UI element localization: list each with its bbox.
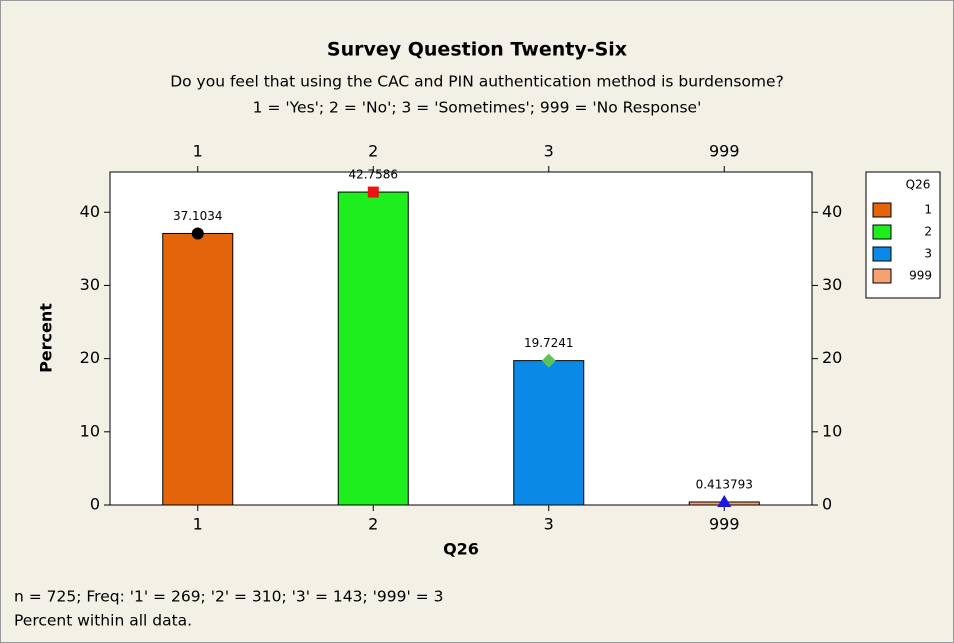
bar bbox=[513, 360, 585, 506]
subtitle: 1 = 'Yes'; 2 = 'No'; 3 = 'Sometimes'; 99… bbox=[253, 99, 702, 117]
x2-tick-label: 1 bbox=[193, 142, 203, 161]
legend-label: 2 bbox=[924, 225, 932, 239]
marker bbox=[191, 227, 204, 240]
x-tick-label: 1 bbox=[193, 515, 203, 534]
y-axis-label: Percent bbox=[37, 303, 56, 373]
legend-label: 1 bbox=[924, 203, 932, 217]
bar bbox=[162, 232, 234, 506]
y2-tick-label: 40 bbox=[822, 202, 842, 221]
data-label: 42.7586 bbox=[348, 168, 398, 182]
x2-tick-label: 999 bbox=[709, 142, 740, 161]
data-label: 37.1034 bbox=[173, 209, 223, 223]
footnote: n = 725; Freq: '1' = 269; '2' = 310; '3'… bbox=[14, 588, 443, 606]
marker bbox=[541, 353, 556, 368]
legend-label: 3 bbox=[924, 247, 932, 261]
legend-swatch bbox=[872, 246, 892, 262]
y2-tick-label: 20 bbox=[822, 348, 842, 367]
subtitle: Do you feel that using the CAC and PIN a… bbox=[170, 73, 784, 91]
y-tick-label: 10 bbox=[80, 421, 100, 440]
marker bbox=[717, 494, 732, 507]
legend-swatch bbox=[872, 202, 892, 218]
y2-tick-label: 0 bbox=[822, 495, 832, 514]
legend-title: Q26 bbox=[906, 178, 931, 192]
y2-tick-label: 30 bbox=[822, 275, 842, 294]
x-axis-label: Q26 bbox=[443, 540, 479, 559]
legend-label: 999 bbox=[909, 269, 932, 283]
y-tick-label: 20 bbox=[80, 348, 100, 367]
legend-swatch bbox=[872, 268, 892, 284]
chart-title: Survey Question Twenty-Six bbox=[327, 39, 627, 61]
y-tick-label: 30 bbox=[80, 275, 100, 294]
x2-tick-label: 3 bbox=[544, 142, 554, 161]
marker bbox=[367, 186, 379, 198]
x-tick-label: 999 bbox=[709, 515, 740, 534]
data-label: 0.413793 bbox=[696, 477, 753, 491]
footnote: Percent within all data. bbox=[14, 612, 192, 630]
x-tick-label: 2 bbox=[368, 515, 378, 534]
x2-tick-label: 2 bbox=[368, 142, 378, 161]
data-label: 19.7241 bbox=[524, 336, 574, 350]
y-tick-label: 40 bbox=[80, 202, 100, 221]
y-tick-label: 0 bbox=[90, 495, 100, 514]
bar bbox=[337, 191, 409, 506]
y2-tick-label: 10 bbox=[822, 421, 842, 440]
x-tick-label: 3 bbox=[544, 515, 554, 534]
legend-swatch bbox=[872, 224, 892, 240]
